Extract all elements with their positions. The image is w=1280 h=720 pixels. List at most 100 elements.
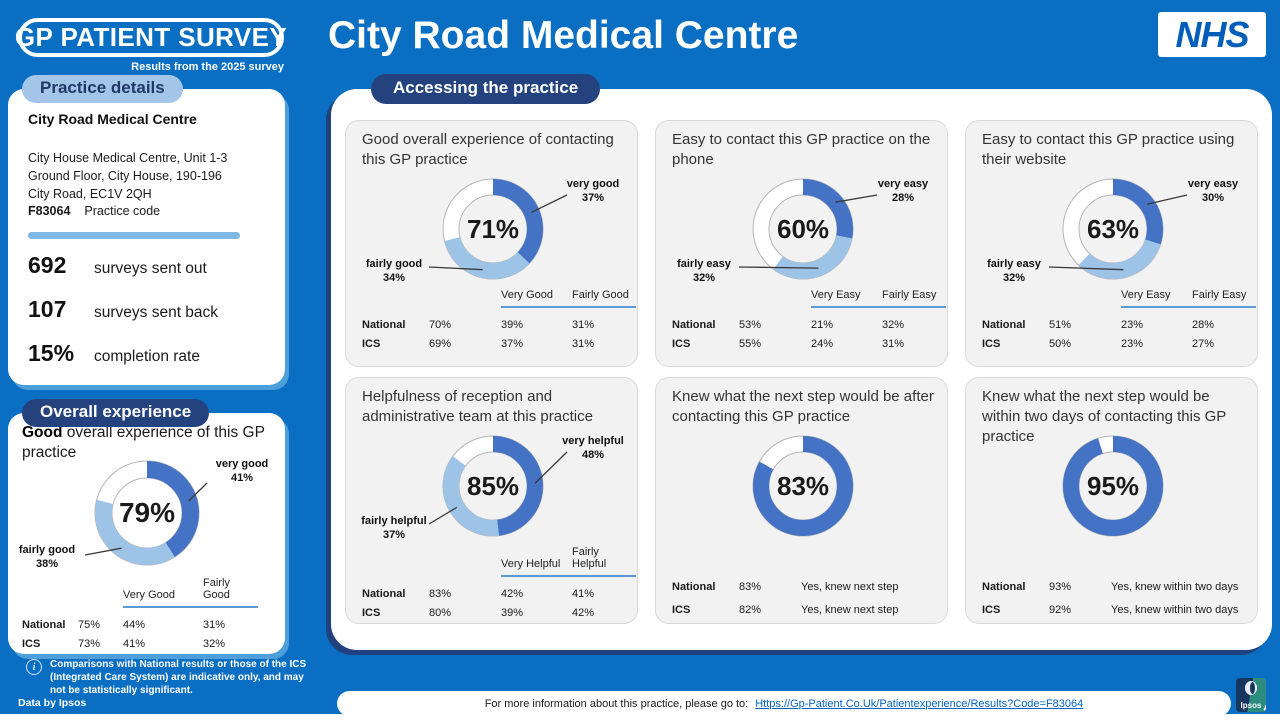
comparison-table: National 83% Yes, knew next step ICS 82% Yes,… [672, 576, 941, 622]
answer-text: Yes, knew within two days [1111, 581, 1239, 593]
donut-callout-primary: very good 41% [215, 458, 269, 485]
column-header: Very Good [123, 589, 175, 601]
survey-metric-card: Good overall experience of contacting th… [345, 120, 638, 367]
table-cell [672, 285, 739, 304]
row-label: National [362, 319, 406, 331]
svg-text:63%: 63% [1087, 214, 1139, 244]
practice-name: City Road Medical Centre [28, 111, 197, 127]
row-label: ICS [362, 338, 381, 350]
overall-experience-title: Good overall experience of this GP pract… [22, 423, 272, 463]
table-cell [362, 285, 429, 304]
donut-chart: 60% very easy 28% fairly easy 32% [656, 173, 949, 319]
overall-value: 69% [429, 338, 452, 350]
comparison-table: Very Easy Fairly Easy National 51% 23% 28% ICS… [982, 285, 1256, 353]
column-header: Fairly Good [572, 289, 629, 301]
col-value: 31% [882, 338, 905, 350]
table-cell [739, 285, 811, 304]
stat-row: 15% completion rate [28, 340, 200, 367]
table-cell [982, 285, 1049, 304]
donut-chart: 63% very easy 30% fairly easy 32% [966, 173, 1259, 319]
row-label: ICS [982, 338, 1001, 350]
col-value: 31% [572, 319, 595, 331]
row-label: ICS [672, 338, 691, 350]
practice-code-label: Practice code [84, 204, 161, 218]
col-value: 39% [501, 319, 524, 331]
col-value: 37% [501, 338, 524, 350]
header-underline [501, 306, 636, 315]
donut-callout-primary: very easy 30% [1187, 178, 1239, 205]
overall-experience-heading: Overall experience [22, 399, 210, 427]
row-label: National [22, 619, 66, 631]
row-label: ICS [362, 607, 381, 619]
comparison-table: Very Helpful Fairly Helpful National 83% 42%… [362, 542, 636, 622]
footnote-text: Comparisons with National results or tho… [50, 659, 307, 696]
answer-text: Yes, knew next step [801, 581, 899, 593]
donut-chart: 85% very helpful 48% fairly helpful 37% [346, 430, 639, 576]
col-value: 24% [811, 338, 834, 350]
card-title: Knew what the next step would be within … [982, 388, 1227, 445]
col-value: 41% [572, 588, 595, 600]
ipsos-logo: Ipsos [1236, 678, 1266, 712]
overall-value: 82% [739, 604, 762, 616]
data-credit: Data by Ipsos [18, 697, 87, 709]
donut-chart: 83% [656, 430, 949, 576]
header-underline [1121, 306, 1256, 315]
donut-callout-secondary: fairly easy 32% [987, 258, 1041, 285]
comparison-table: Very Easy Fairly Easy National 53% 21% 32% ICS… [672, 285, 946, 353]
card-title: Helpfulness of reception and administrat… [362, 388, 593, 425]
donut-callout-secondary: fairly easy 32% [677, 258, 731, 285]
row-label: ICS [982, 604, 1001, 616]
stat-value: 107 [28, 296, 67, 322]
stat-value: 692 [28, 252, 67, 278]
practice-address: City House Medical Centre, Unit 1-3 Grou… [28, 151, 228, 202]
stat-row: 692 surveys sent out [28, 252, 207, 279]
col-value: 31% [203, 619, 226, 631]
overall-value: 80% [429, 607, 452, 619]
row-label: National [982, 581, 1026, 593]
column-header: Fairly Easy [1192, 289, 1247, 301]
survey-metric-card: Knew what the next step would be within … [965, 377, 1258, 624]
column-header: Fairly Easy [882, 289, 937, 301]
column-header: Fairly Good [203, 577, 230, 601]
row-label: ICS [22, 638, 41, 650]
practice-code-value: F83064 [28, 204, 71, 218]
col-value: 42% [501, 588, 524, 600]
overall-value: 83% [429, 588, 452, 600]
results-url-link[interactable]: Https://Gp-Patient.Co.Uk/Patientexperien… [755, 697, 1084, 710]
donut-callout-secondary: fairly good 34% [365, 258, 423, 285]
header-underline [501, 575, 636, 584]
col-value: 27% [1192, 338, 1215, 350]
practice-code: F83064 Practice code [28, 204, 160, 218]
ipsos-logo-glyph [1245, 681, 1257, 695]
row-label: National [672, 581, 716, 593]
page-title: City Road Medical Centre [328, 14, 799, 57]
donut-callout-secondary: fairly helpful 37% [361, 515, 427, 542]
footer-info-bar: For more information about this practice… [337, 691, 1231, 716]
footer-text: For more information about this practice… [484, 697, 749, 710]
column-header: Fairly Helpful [572, 546, 607, 570]
survey-metric-card: Easy to contact this GP practice on the … [655, 120, 948, 367]
practice-details-panel: City Road Medical Centre City House Medi… [8, 89, 285, 385]
table-cell [22, 573, 78, 604]
donut-chart: 95% [966, 430, 1259, 576]
logo-text: GP PATIENT SURVEY [14, 22, 288, 52]
overall-value: 93% [1049, 581, 1072, 593]
stat-label: surveys sent back [94, 304, 219, 321]
survey-metric-card: Knew what the next step would be after c… [655, 377, 948, 624]
donut-callout-secondary: fairly good 38% [18, 544, 76, 571]
comparison-footnote: i Comparisons with National results or t… [26, 658, 318, 697]
donut-chart: 71% very good 37% fairly good 34% [346, 173, 639, 319]
col-value: 32% [882, 319, 905, 331]
svg-text:79%: 79% [119, 497, 175, 528]
bottom-edge-strip [0, 714, 1280, 720]
row-label: National [982, 319, 1026, 331]
col-value: 39% [501, 607, 524, 619]
overall-donut-chart: 79% very good 41% fairly good 38% [8, 449, 285, 601]
donut-callout-primary: very easy 28% [877, 178, 929, 205]
survey-metric-card: Helpfulness of reception and administrat… [345, 377, 638, 624]
table-cell [362, 542, 429, 573]
col-value: 21% [811, 319, 834, 331]
svg-text:95%: 95% [1087, 471, 1139, 501]
table-cell [78, 573, 123, 604]
